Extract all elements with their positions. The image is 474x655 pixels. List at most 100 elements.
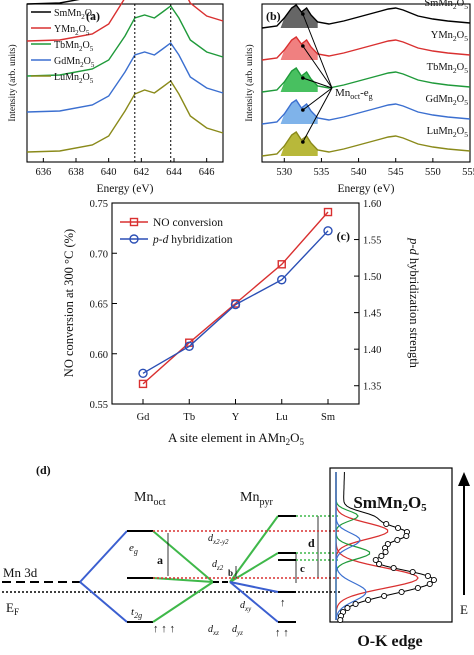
panel-b-series-line <box>261 36 471 61</box>
panel-a-legend-entry: LuMn2O5 <box>54 72 94 85</box>
gap-c-label: c <box>300 563 305 575</box>
panel-a-tick-label: 646 <box>199 167 215 178</box>
panel-c-y-tick-label: 0.75 <box>90 199 108 210</box>
panel-b-arrow-head <box>301 12 305 16</box>
panel-d-data-point <box>403 532 410 540</box>
gap-a-label: a <box>157 553 163 567</box>
panel-d-data-point <box>424 572 431 580</box>
panel-c-marker-circle <box>230 299 241 310</box>
oct-t2g-connector <box>79 581 128 623</box>
panel-b-ylabel: Intensity (arb. units) <box>244 44 255 121</box>
panel-c-y-tick-label: 0.65 <box>90 300 108 311</box>
panel-c-x-tick-label: Lu <box>276 412 288 423</box>
panel-b-tick-label: 530 <box>276 167 292 178</box>
panel-c-marker-square <box>323 207 333 217</box>
panel-b-tick-label: 545 <box>388 167 404 178</box>
panel-a-series-line <box>26 79 224 153</box>
oct-eg-link-up <box>152 530 214 583</box>
panel-d-data-point <box>382 548 389 556</box>
panel-d-data-point <box>430 576 437 584</box>
panel-d-data-point <box>414 584 421 592</box>
panel-c-x-tick-label: Y <box>232 412 240 423</box>
panel-a-tick-label: 638 <box>68 167 84 178</box>
panel-a-legend: SmMn2O5 YMn2O5 TbMn2O5 GdMn2O5 LuMn2O5 <box>31 8 96 85</box>
panel-d-data-point <box>409 568 416 576</box>
panel-a-ylabel: Intensity (arb. units) <box>7 44 18 121</box>
panel-a-reference-lines <box>134 4 172 162</box>
panel-d-title: SmMn2O5 <box>353 493 427 514</box>
panel-c-series-line <box>142 230 329 374</box>
panel-d-data-point <box>384 540 391 548</box>
panel-c-y2-tick-label: 1.55 <box>363 236 381 247</box>
panel-c-ylabel-right: p-d hybridization strength <box>407 237 421 369</box>
t2g-electrons: ↑ ↑ ↑ <box>153 623 175 635</box>
panel-b-arrow-head <box>301 140 305 144</box>
oct-t2g-link <box>152 581 214 623</box>
panel-b-arrow <box>302 87 333 111</box>
panel-b-arrow <box>302 87 333 143</box>
panel-a-legend-entry: YMn2O5 <box>54 24 90 37</box>
dxz-electrons: ↑ ↑ <box>275 627 289 639</box>
panel-c-legend-entry: p-d hybridization <box>152 234 233 246</box>
gap-b-label: b <box>228 568 233 578</box>
panel-c-marker-square <box>277 260 286 269</box>
panel-d-spectrum <box>335 472 437 624</box>
panel-b-series-line <box>261 67 471 93</box>
panel-d-data-point <box>337 616 344 624</box>
panel-b-arrow <box>302 13 333 89</box>
panel-b-series-label: LuMn2O5 <box>427 126 469 139</box>
pyr-link-3 <box>229 581 279 593</box>
ef-label: EF <box>6 600 19 617</box>
panel-b-arrow-head <box>301 108 305 112</box>
panel-a-series-line <box>26 5 224 77</box>
panel-c-x-tick-label: Gd <box>137 412 151 423</box>
panel-b-series-label: TbMn2O5 <box>427 62 469 75</box>
dyz-label: dyz <box>232 624 243 637</box>
panel-a-series-line <box>26 0 80 5</box>
panel-d-data-point <box>372 556 379 564</box>
panel-b-tick-label: 535 <box>314 167 330 178</box>
panel-d-data-point <box>376 560 383 568</box>
panel-b-arrow <box>302 77 333 89</box>
gap-d-label: d <box>308 536 315 550</box>
energy-axis-arrowhead <box>458 472 470 486</box>
panel-b-label: (b) <box>266 9 281 23</box>
panel-a-x-ticks: 636 638 640 642 644 646 <box>35 158 215 178</box>
dx2y2-label: dx2-y2 <box>208 533 229 546</box>
panel-b-tick-label: 540 <box>351 167 367 178</box>
panel-a-series-line <box>26 42 224 113</box>
panel-a-curves <box>26 0 224 153</box>
panel-d-data-point <box>344 604 351 612</box>
panel-b-series-label: YMn2O5 <box>431 30 469 43</box>
panel-c-legend-marker <box>129 217 139 227</box>
panel-c-y2-tick-label: 1.35 <box>363 382 381 393</box>
panel-c-y-tick-label: 0.55 <box>90 400 108 411</box>
panel-a-tick-label: 644 <box>166 167 183 178</box>
panel-d: (d) Mn 3d EF a eg t2g ↑ ↑ ↑ Mnoct Mnpyr … <box>2 463 470 650</box>
panel-c-marker-circle <box>138 368 148 379</box>
panel-b-arrow-head <box>301 76 305 80</box>
panel-b-arrow <box>302 45 333 89</box>
panel-c-legend: NO conversion p-d hybridization <box>120 217 233 246</box>
panel-b-series-line <box>261 4 471 29</box>
energy-axis-label: E <box>460 602 468 617</box>
dxy-electron: ↑ <box>280 597 286 609</box>
panel-d-data-point <box>378 552 385 560</box>
panel-b-series-labels: SmMn2O5 YMn2O5 TbMn2O5 GdMn2O5 LuMn2O5 <box>424 0 468 139</box>
mn-pyr-label: Mnpyr <box>240 490 273 508</box>
panel-d-data-point <box>352 600 359 608</box>
panel-d-component-curve <box>335 472 361 620</box>
panel-a-legend-entry: TbMn2O5 <box>54 40 94 53</box>
panel-c-legend-marker <box>129 234 139 244</box>
t2g-label: t2g <box>131 606 142 620</box>
panel-b-annotation: Mnoct-eg <box>335 87 373 101</box>
panel-d-spectrum-frame <box>329 467 453 623</box>
panel-c-y-tick-label: 0.70 <box>90 249 108 260</box>
panel-d-data-point <box>390 564 397 572</box>
panel-c-label: (c) <box>337 229 350 243</box>
panel-c-y2-tick-label: 1.60 <box>363 199 381 210</box>
panel-c-legend-entry: NO conversion <box>153 217 223 229</box>
panel-b-series-line <box>261 99 471 125</box>
panel-c-series <box>138 207 333 389</box>
